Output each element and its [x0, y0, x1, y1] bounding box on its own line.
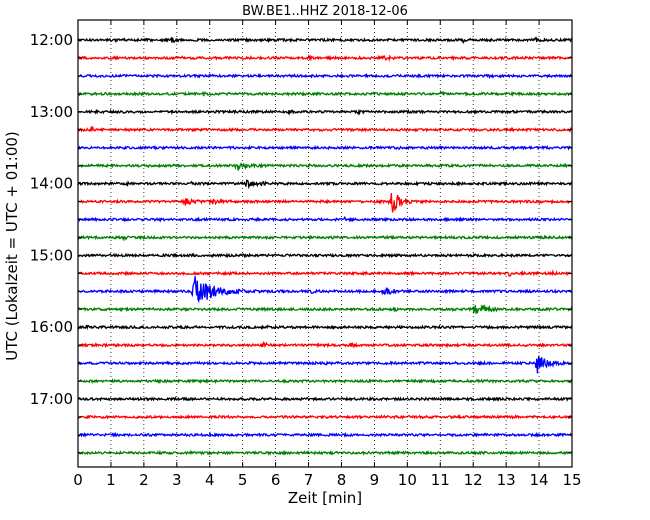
trace-1645 [77, 378, 573, 385]
x-tick-label: 12 [464, 471, 483, 489]
trace-1330 [77, 144, 573, 151]
trace-1315 [77, 125, 573, 133]
trace-1500 [77, 252, 573, 259]
y-tick-label: 15:00 [30, 246, 73, 264]
x-tick-label: 0 [73, 471, 83, 489]
y-tick-label: 17:00 [30, 390, 73, 408]
x-tick-label: 10 [398, 471, 417, 489]
x-tick-label: 7 [304, 471, 314, 489]
trace-1515 [77, 269, 572, 277]
trace-1445 [77, 234, 573, 242]
chart-title: BW.BE1..HHZ 2018-12-06 [242, 4, 408, 19]
x-tick-label: 3 [172, 471, 182, 489]
trace-1545 [77, 303, 573, 315]
x-tick-label: 14 [530, 471, 549, 489]
x-tick-label: 2 [139, 471, 149, 489]
trace-1215 [77, 54, 573, 62]
trace-1415 [77, 192, 573, 213]
x-tick-label: 15 [562, 471, 581, 489]
traces-layer [77, 36, 573, 456]
x-tick-label: 4 [205, 471, 215, 489]
y-tick-label: 13:00 [30, 103, 73, 121]
y-axis: 12:00 13:00 14:00 15:00 16:00 17:00 [30, 31, 572, 454]
x-tick-label: 8 [337, 471, 347, 489]
x-axis: 0 1 2 3 4 5 6 7 8 9 10 11 12 13 14 15 [73, 20, 582, 489]
plot-frame [77, 19, 573, 468]
y-axis-label: UTC (Lokalzeit = UTC + 01:00) [3, 131, 21, 361]
x-tick-label: 13 [497, 471, 516, 489]
trace-1530 [77, 276, 573, 304]
y-tick-label: 14:00 [30, 175, 73, 193]
trace-1700 [77, 395, 573, 402]
grid-layer [110, 20, 540, 467]
trace-1730 [77, 431, 572, 438]
trace-1400 [77, 179, 573, 190]
y-tick-label: 16:00 [30, 318, 73, 336]
x-axis-label: Zeit [min] [288, 489, 362, 507]
y-tick-label: 12:00 [30, 31, 73, 49]
trace-1345 [77, 162, 573, 171]
trace-1600 [77, 324, 573, 331]
x-tick-label: 6 [271, 471, 281, 489]
trace-1630 [77, 355, 573, 374]
x-tick-label: 5 [238, 471, 248, 489]
x-tick-label: 1 [106, 471, 116, 489]
x-tick-label: 9 [370, 471, 380, 489]
trace-1200 [77, 36, 573, 45]
trace-1300 [77, 108, 573, 116]
x-tick-label: 11 [431, 471, 450, 489]
trace-1715 [77, 414, 573, 420]
trace-1745 [78, 449, 573, 456]
trace-1430 [77, 215, 573, 223]
trace-1245 [77, 89, 573, 97]
trace-1615 [77, 341, 573, 349]
trace-1230 [78, 72, 573, 80]
